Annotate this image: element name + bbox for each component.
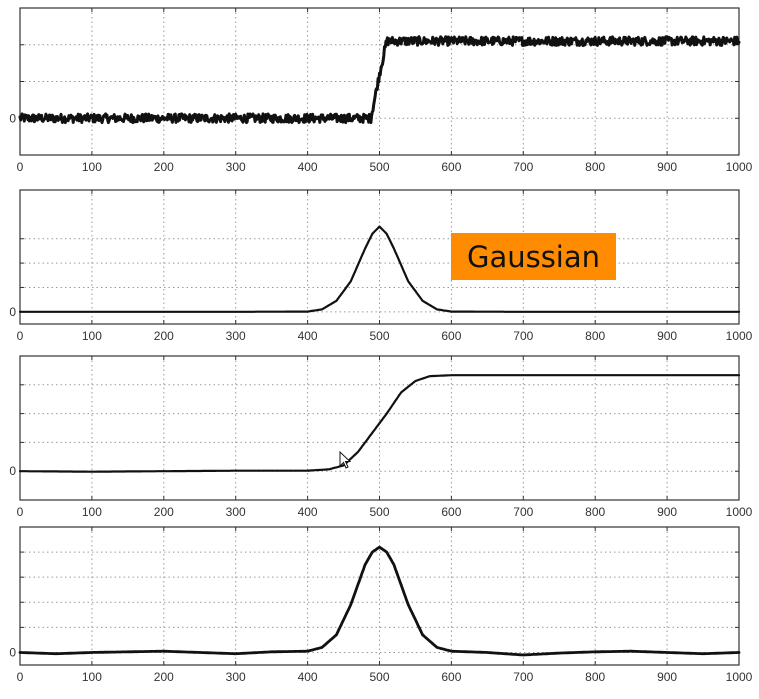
y-tick-label: 0 [9, 464, 16, 478]
x-tick-label: 0 [17, 329, 24, 343]
x-tick-label: 500 [369, 505, 389, 519]
x-tick-label: 400 [298, 329, 318, 343]
x-tick-label: 300 [226, 670, 246, 684]
x-tick-label: 200 [154, 160, 174, 174]
y-tick-label: 0 [9, 111, 16, 125]
x-tick-label: 600 [441, 505, 461, 519]
x-tick-label: 700 [513, 160, 533, 174]
x-tick-label: 900 [657, 160, 677, 174]
chart-panel-2: 0 100 200 300 400 500 600 700 800 900 1000 0 Gaussia… [9, 189, 753, 343]
x-tick-label: 500 [369, 329, 389, 343]
x-tick-label: 0 [17, 160, 24, 174]
x-tick-label: 300 [226, 329, 246, 343]
y-tick-label: 0 [9, 305, 16, 319]
series-line [18, 374, 741, 473]
x-tick-label: 100 [82, 160, 102, 174]
y-tick-label: 0 [9, 645, 16, 659]
x-tick-label: 700 [513, 670, 533, 684]
chart-panel-1: 0 100 200 300 400 500 600 700 800 900 1000 0 [9, 7, 753, 174]
x-tick-label: 1000 [726, 670, 753, 684]
x-tick-label: 400 [298, 505, 318, 519]
x-tick-label: 300 [226, 505, 246, 519]
x-tick-label: 800 [585, 160, 605, 174]
x-tick-label: 600 [441, 329, 461, 343]
x-tick-label: 900 [657, 505, 677, 519]
x-tick-label: 900 [657, 670, 677, 684]
x-tick-label: 200 [154, 670, 174, 684]
x-tick-label: 400 [298, 670, 318, 684]
x-tick-label: 1000 [726, 329, 753, 343]
x-tick-label: 600 [441, 670, 461, 684]
x-tick-label: 600 [441, 160, 461, 174]
series-line [18, 35, 741, 125]
x-tick-label: 200 [154, 505, 174, 519]
x-tick-label: 500 [369, 160, 389, 174]
annotation-box [451, 233, 616, 280]
x-tick-label: 300 [226, 160, 246, 174]
x-tick-label: 1000 [726, 505, 753, 519]
x-tick-label: 1000 [726, 160, 753, 174]
annotation-label: Gaussian [467, 240, 600, 274]
x-tick-label: 800 [585, 505, 605, 519]
x-tick-label: 100 [82, 505, 102, 519]
x-tick-label: 100 [82, 329, 102, 343]
chart-panel-3: 0 100 200 300 400 500 600 700 800 900 1000 0 [9, 355, 753, 519]
x-tick-label: 0 [17, 505, 24, 519]
x-tick-label: 700 [513, 329, 533, 343]
series-line [18, 545, 741, 657]
x-tick-label: 900 [657, 329, 677, 343]
x-tick-label: 400 [298, 160, 318, 174]
x-tick-label: 800 [585, 670, 605, 684]
x-tick-label: 500 [369, 670, 389, 684]
mouse-cursor-icon [339, 450, 352, 469]
chart-panel-4: 0 100 200 300 400 500 600 700 800 900 1000 0 [9, 526, 753, 684]
series-line [18, 225, 741, 313]
x-tick-label: 200 [154, 329, 174, 343]
x-tick-label: 100 [82, 670, 102, 684]
x-tick-label: 0 [17, 670, 24, 684]
x-tick-label: 800 [585, 329, 605, 343]
x-tick-label: 700 [513, 505, 533, 519]
